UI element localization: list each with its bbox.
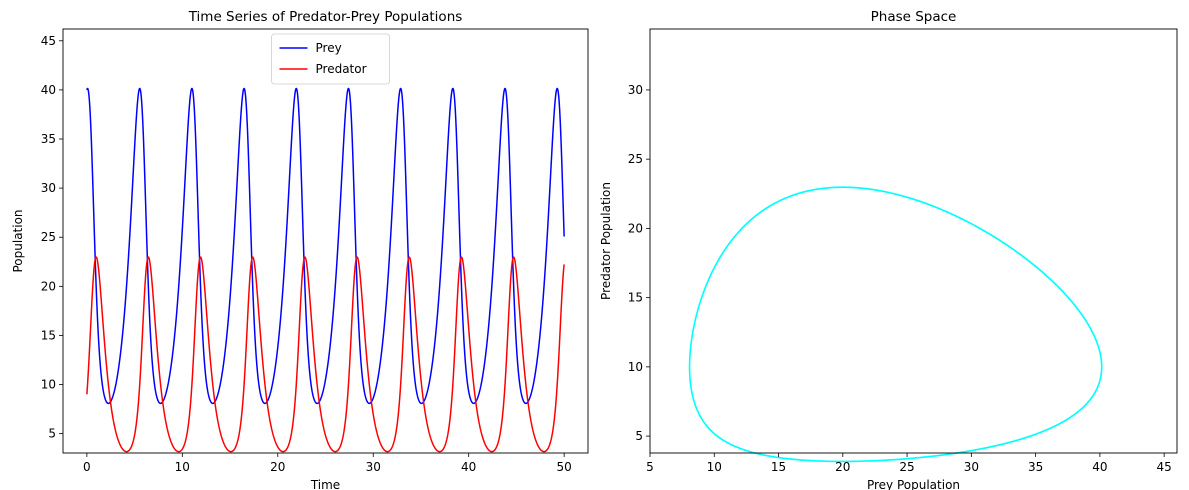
y-tick-label: 15 [628,291,643,305]
y-tick-label: 5 [48,427,56,441]
legend: Prey Predator [271,33,390,85]
x-tick-label: 5 [646,460,654,474]
series-lines [86,87,565,453]
x-axis-label: Prey Population [867,478,960,490]
prey-series-line [86,87,565,405]
y-axis-label: Predator Population [599,182,613,300]
y-tick-label: 20 [41,279,56,293]
y-ticks: 5 10 15 20 25 30 35 40 45 [41,34,63,441]
phase-curve-group [688,186,1103,463]
phase-curve [688,186,1103,463]
y-tick-label: 5 [635,429,643,443]
y-tick-label: 30 [628,83,643,97]
legend-box [271,33,390,85]
x-tick-label: 15 [771,460,786,474]
x-ticks: 0 10 20 30 40 50 [83,453,572,474]
legend-prey-label: Prey [316,41,342,55]
axes-frame [649,28,1178,454]
y-tick-label: 40 [41,83,56,97]
x-tick-label: 20 [270,460,285,474]
y-ticks: 5 10 15 20 25 30 [628,83,650,443]
x-tick-label: 0 [83,460,91,474]
time-series-chart: Time Series of Predator-Prey Populations… [11,9,589,490]
y-tick-label: 25 [41,230,56,244]
axes-frame [62,28,589,454]
legend-predator-label: Predator [316,62,367,76]
x-tick-label: 10 [175,460,190,474]
y-axis-label: Population [11,209,25,272]
phase-space-chart: Phase Space 5 10 15 20 25 30 35 40 45 5 10 15 20 25 3… [599,9,1178,490]
x-axis-label: Time [310,478,340,490]
chart-title: Phase Space [871,9,957,25]
x-tick-label: 20 [835,460,850,474]
predator-series-line [86,256,565,453]
y-tick-label: 45 [41,34,56,48]
y-tick-label: 20 [628,221,643,235]
y-tick-label: 25 [628,152,643,166]
y-tick-label: 30 [41,181,56,195]
x-tick-label: 10 [707,460,722,474]
y-tick-label: 10 [628,360,643,374]
x-tick-label: 35 [1028,460,1043,474]
x-tick-label: 40 [461,460,476,474]
x-tick-label: 30 [366,460,381,474]
x-tick-label: 45 [1157,460,1172,474]
x-tick-label: 30 [964,460,979,474]
chart-title: Time Series of Predator-Prey Populations [188,9,463,25]
y-tick-label: 10 [41,378,56,392]
y-tick-label: 15 [41,328,56,342]
x-tick-label: 50 [556,460,571,474]
x-tick-label: 40 [1092,460,1107,474]
y-tick-label: 35 [41,132,56,146]
x-tick-label: 25 [899,460,914,474]
x-ticks: 5 10 15 20 25 30 35 40 45 [646,453,1172,474]
